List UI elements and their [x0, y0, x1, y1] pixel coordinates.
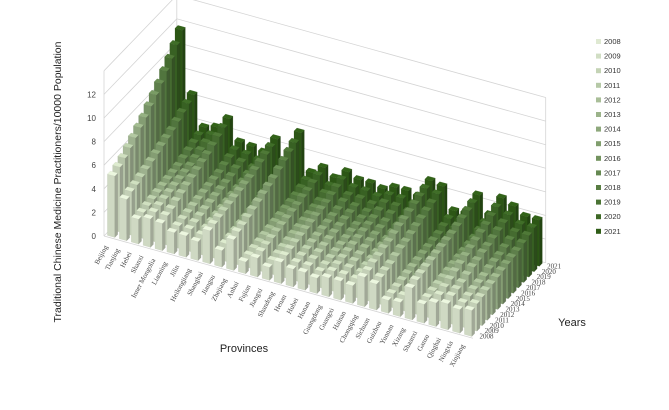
z-tick-label: 4: [92, 185, 97, 194]
y-tick-label: 2017: [526, 284, 541, 292]
bar-2008-tianjing: [119, 194, 130, 242]
legend-label: 2008: [604, 37, 621, 46]
bar-2008-jiangxi: [261, 262, 273, 281]
legend-swatch: [596, 53, 601, 59]
bar-2008-chongqing: [357, 272, 368, 308]
bar-2008-hainan: [345, 280, 356, 304]
z-axis-title: Traditional Chinese Medicine Practitione…: [52, 41, 64, 322]
legend-swatch: [596, 214, 601, 220]
bar-2008-qinghai: [440, 298, 452, 331]
wall-top-edge: [103, 0, 546, 98]
year-tick-labels: 2008200920102011201220132014201520162017…: [480, 262, 562, 340]
bar-2008-shaanxi: [416, 299, 428, 324]
legend-label: 2014: [604, 125, 621, 134]
y-tick-label: 2009: [485, 327, 500, 335]
bar-2008-hebei: [131, 214, 142, 245]
bar-2008-henan: [285, 264, 297, 288]
legend-label: 2016: [604, 154, 621, 163]
y-tick-label: 2012: [500, 311, 515, 319]
legend-swatch: [596, 170, 601, 176]
z-tick-labels: 0 2 4 6 8 10 12: [87, 90, 96, 241]
floor-front-edge: [103, 235, 474, 339]
legend: 2008 2009 2010 2011 2012 2013 2014 2015 2016 2017…: [596, 37, 621, 236]
legend-label: 2009: [604, 52, 621, 61]
bar-2008-guangxi: [333, 276, 344, 301]
bar-2008-inner-mongolia: [154, 218, 166, 251]
legend-swatch: [596, 228, 601, 234]
bar-2008-shanxi: [142, 213, 154, 248]
legend-label: 2018: [604, 183, 621, 192]
y-tick-label: 2018: [532, 279, 547, 287]
bar-2008-beijing: [107, 170, 118, 238]
y-tick-label: 2014: [511, 300, 526, 308]
bar-2008-ningxia: [452, 304, 463, 334]
bar-2008-hunan: [309, 273, 321, 294]
legend-label: 2013: [604, 110, 621, 119]
legend-swatch: [596, 82, 601, 88]
y-tick-label: 2013: [506, 306, 521, 314]
legend-swatch: [596, 185, 601, 190]
y-tick-label: 2011: [495, 316, 509, 324]
bar-2008-anhui: [238, 256, 249, 275]
legend-swatch: [596, 68, 601, 74]
z-tick-label: 2: [92, 208, 97, 217]
bar-2008-jiangsu: [214, 245, 225, 268]
bar-2008-shanghai: [202, 225, 214, 265]
legend-label: 2021: [604, 227, 621, 236]
bar-2008-liaoning: [166, 227, 178, 255]
bar-2008-shandong: [273, 257, 285, 284]
z-tick-label: 6: [92, 161, 97, 170]
bar-2008-xinjiang: [464, 305, 475, 337]
legend-label: 2019: [604, 198, 621, 207]
legend-label: 2020: [604, 212, 621, 221]
y-axis-title: Years: [558, 317, 586, 329]
z-tick-label: 8: [92, 138, 97, 147]
x-tick-label: Jilin: [168, 263, 181, 278]
bar-2008-guizhou: [380, 295, 392, 314]
legend-label: 2012: [604, 95, 621, 104]
legend-swatch: [596, 141, 601, 147]
bar-2008-jilin: [178, 230, 190, 258]
y-tick-label: 2020: [542, 268, 557, 276]
z-tick-label: 0: [92, 232, 97, 241]
bar-series-group: [107, 25, 543, 337]
legend-swatch: [596, 97, 601, 103]
legend-label: 2017: [604, 168, 621, 177]
z-tick-label: 10: [87, 114, 96, 123]
legend-label: 2011: [604, 81, 620, 90]
y-tick-label: 2015: [516, 295, 531, 303]
z-tick-label: 12: [87, 90, 96, 99]
x-axis-title: Provinces: [220, 343, 269, 355]
legend-swatch: [596, 112, 601, 117]
bar-2008-zhejiang: [226, 234, 237, 271]
bar-2008-gansu: [428, 297, 440, 327]
legend-swatch: [596, 155, 601, 161]
legend-swatch: [596, 199, 601, 205]
bar-2008-fujian: [250, 253, 261, 278]
y-tick-label: 2008: [480, 333, 495, 341]
bar-2008-sichuan: [369, 278, 380, 311]
y-tick-label: 2021: [547, 262, 562, 270]
bar-2008-guangdong: [321, 272, 333, 298]
y-tick-label: 2010: [490, 322, 505, 330]
y-tick-label: 2019: [537, 273, 552, 281]
bar-2008-heilongjiang: [190, 236, 202, 261]
legend-label: 2015: [604, 139, 621, 148]
y-tick-label: 2016: [521, 289, 536, 297]
legend-label: 2010: [604, 66, 621, 75]
legend-swatch: [596, 126, 601, 132]
bar-2008-hubei: [297, 267, 309, 291]
bar-2008-xizang: [404, 282, 416, 321]
legend-swatch: [596, 39, 601, 44]
bar-2008-yunnan: [392, 297, 404, 317]
